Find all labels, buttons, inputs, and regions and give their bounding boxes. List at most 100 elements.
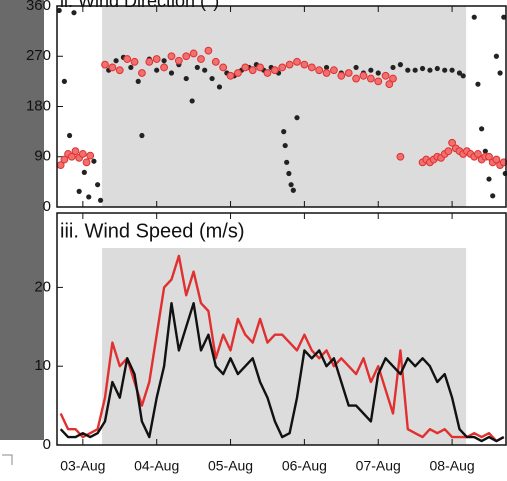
point — [86, 194, 92, 200]
neighbor-corner — [2, 454, 13, 465]
panel-title: ii. Wind Direction (°) — [60, 0, 219, 11]
point — [145, 57, 154, 66]
x-tick-label: 06-Aug — [282, 458, 327, 474]
plot-frame — [56, 212, 507, 446]
point — [95, 182, 101, 188]
point — [60, 155, 69, 164]
point — [337, 71, 346, 80]
point — [263, 69, 272, 77]
point — [139, 132, 145, 139]
point — [226, 71, 235, 80]
point — [281, 129, 287, 135]
point — [81, 169, 87, 175]
point — [471, 14, 477, 20]
point — [71, 10, 77, 16]
point — [123, 55, 132, 63]
point — [375, 70, 381, 76]
point — [138, 69, 146, 77]
point — [256, 63, 264, 72]
point — [293, 57, 301, 66]
point — [286, 170, 292, 177]
point — [174, 56, 183, 65]
y-tick-label: 0 — [43, 436, 51, 453]
point — [152, 55, 161, 63]
shaded-period — [102, 6, 467, 207]
point — [366, 74, 375, 83]
point — [344, 69, 353, 77]
point — [282, 142, 288, 149]
point — [352, 74, 360, 83]
point — [359, 71, 368, 80]
point — [330, 66, 338, 75]
shaded-period — [102, 248, 467, 445]
point — [209, 75, 215, 82]
point — [168, 70, 175, 76]
point — [482, 148, 488, 154]
point — [460, 73, 466, 79]
point — [290, 187, 296, 193]
point — [115, 66, 124, 75]
point — [128, 64, 134, 71]
point — [353, 64, 359, 71]
point — [448, 138, 456, 147]
point — [285, 60, 294, 69]
point — [307, 63, 316, 72]
point — [315, 66, 324, 75]
point — [130, 57, 139, 66]
neighbor-panel — [0, 0, 44, 440]
point — [389, 74, 397, 83]
point — [456, 70, 463, 76]
point — [182, 52, 191, 61]
point — [248, 66, 257, 75]
point — [288, 182, 294, 188]
panel-title: iii. Wind Speed (m/s) — [60, 220, 245, 242]
point — [501, 14, 507, 20]
point — [71, 147, 80, 156]
point — [61, 78, 67, 84]
x-tick-label: 04-Aug — [134, 458, 179, 474]
x-tick-label: 08-Aug — [430, 458, 475, 474]
point — [300, 60, 309, 69]
x-tick-label: 03-Aug — [60, 458, 105, 474]
point — [427, 67, 433, 73]
y-tick-label: 360 — [26, 0, 51, 14]
point — [161, 58, 167, 64]
point — [385, 80, 394, 89]
point — [479, 126, 485, 132]
point — [390, 64, 396, 71]
point — [97, 197, 104, 203]
y-tick-label: 10 — [34, 357, 51, 374]
line — [59, 302, 505, 443]
point — [234, 69, 242, 77]
point — [374, 77, 383, 86]
point — [486, 176, 492, 182]
point — [397, 62, 403, 68]
y-tick-label: 20 — [34, 278, 51, 295]
point — [135, 78, 141, 84]
point — [202, 67, 208, 73]
y-tick-label: 0 — [43, 198, 51, 215]
point — [405, 67, 411, 73]
point — [492, 155, 501, 164]
point — [434, 65, 440, 72]
x-tick-label: 05-Aug — [208, 458, 253, 474]
point — [189, 98, 195, 104]
y-tick-label: 180 — [26, 97, 51, 114]
point — [154, 67, 160, 73]
point — [396, 152, 405, 161]
y-tick-label: 90 — [34, 148, 51, 165]
point — [76, 188, 82, 194]
point — [270, 66, 279, 75]
point — [108, 63, 117, 72]
point — [294, 115, 300, 121]
point — [284, 159, 290, 165]
point — [189, 49, 198, 58]
point — [474, 150, 482, 158]
point — [101, 60, 109, 69]
point — [322, 69, 331, 77]
point — [160, 63, 168, 72]
point — [485, 152, 493, 161]
point — [197, 55, 205, 63]
point — [211, 57, 220, 66]
